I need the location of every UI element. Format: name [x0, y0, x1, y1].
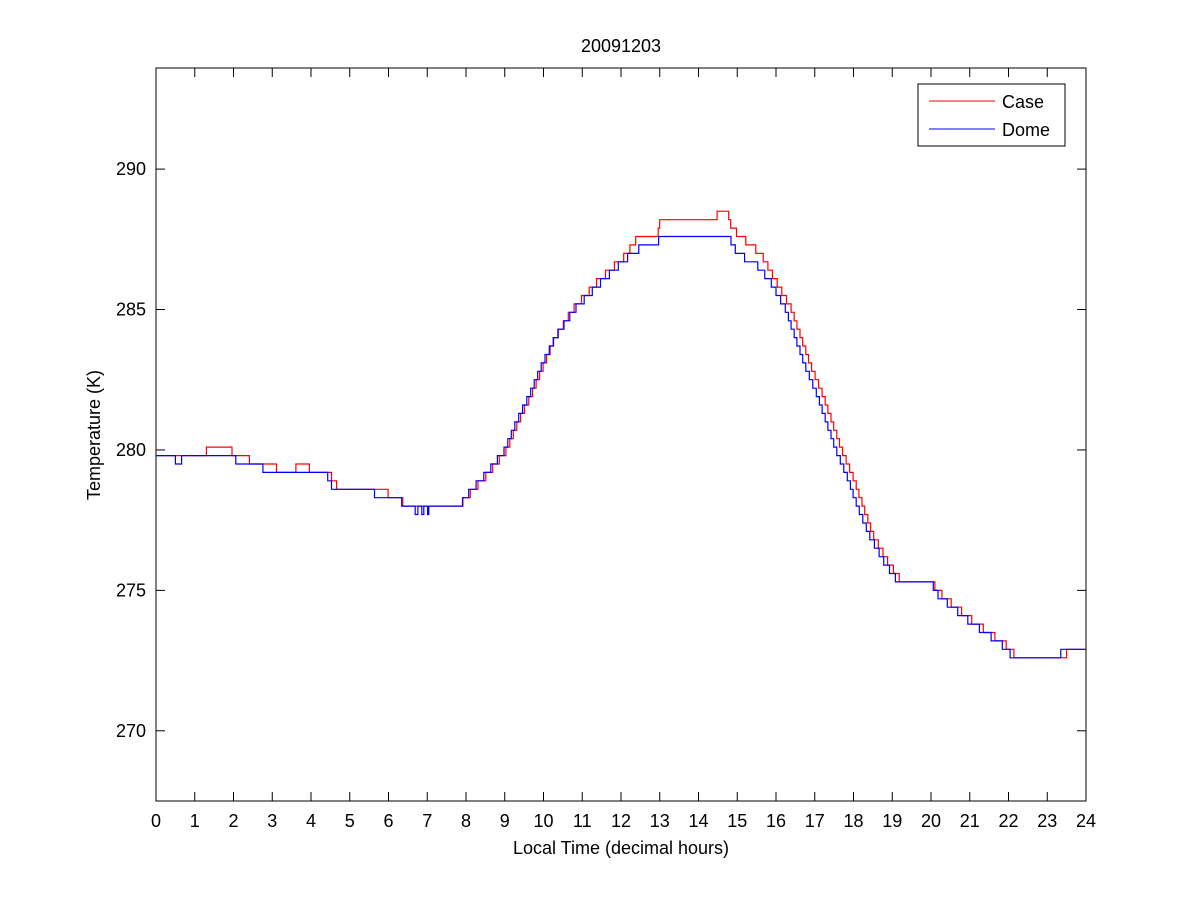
x-tick-label: 23 — [1037, 811, 1057, 831]
legend: Case Dome — [917, 83, 1066, 147]
x-tick-label: 11 — [573, 811, 592, 831]
series-line-case — [156, 210, 1086, 659]
y-tick-label: 275 — [116, 580, 146, 600]
x-tick-label: 3 — [267, 811, 277, 831]
x-tick-label: 20 — [921, 811, 941, 831]
x-tick-label: 10 — [533, 811, 553, 831]
legend-label-case: Case — [1002, 92, 1044, 112]
y-tick-label: 270 — [116, 721, 146, 741]
x-tick-label: 5 — [345, 811, 355, 831]
legend-label-dome: Dome — [1002, 120, 1050, 140]
y-tick-label: 290 — [116, 159, 146, 179]
x-tick-label: 19 — [882, 811, 902, 831]
x-axis-label: Local Time (decimal hours) — [513, 838, 729, 858]
x-tick-label: 7 — [422, 811, 432, 831]
x-tick-label: 12 — [611, 811, 631, 831]
x-tick-label: 17 — [805, 811, 825, 831]
x-tick-label: 4 — [306, 811, 316, 831]
x-tick-label: 18 — [843, 811, 863, 831]
x-tick-label: 9 — [500, 811, 510, 831]
chart-title: 20091203 — [581, 36, 661, 56]
x-tick-label: 6 — [383, 811, 393, 831]
x-tick-label: 16 — [766, 811, 786, 831]
plot-area — [155, 67, 1087, 802]
y-tick-label: 285 — [116, 300, 146, 320]
x-tick-label: 22 — [998, 811, 1018, 831]
x-tick-label: 21 — [960, 811, 980, 831]
series-line-dome — [156, 235, 1086, 659]
x-tick-label: 8 — [461, 811, 471, 831]
x-tick-label: 24 — [1076, 811, 1096, 831]
x-tick-label: 0 — [151, 811, 161, 831]
x-tick-label: 1 — [190, 811, 200, 831]
y-axis-label: Temperature (K) — [84, 370, 104, 500]
x-tick-label: 2 — [228, 811, 238, 831]
x-tick-label: 13 — [650, 811, 670, 831]
x-tick-label: 15 — [727, 811, 747, 831]
y-tick-label: 280 — [116, 440, 146, 460]
x-tick-label: 14 — [688, 811, 708, 831]
